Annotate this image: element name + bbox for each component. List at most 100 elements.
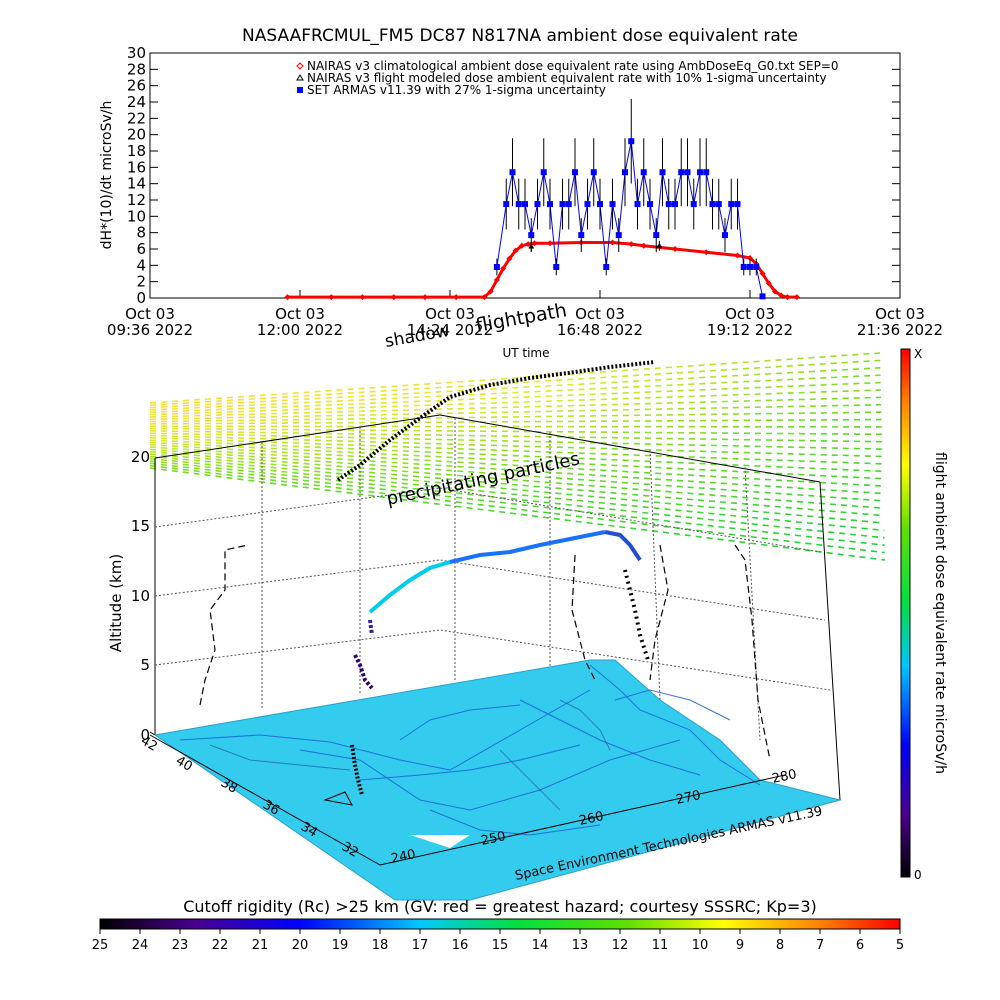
z-axis-label: Altitude (km): [107, 554, 125, 652]
rigidity-tick-label: 22: [212, 938, 229, 953]
series-blue-point: [665, 201, 672, 208]
series-red-point: [359, 294, 366, 301]
x-tick-label: Oct 03: [425, 305, 475, 323]
dose-sheet-line: [149, 464, 885, 554]
series-blue-point: [703, 169, 710, 176]
series-blue-point: [590, 169, 597, 176]
dose-sheet-line: [149, 455, 885, 524]
3d-scene: 0 5 10 15 20 Altitude (km): [107, 299, 948, 901]
series-blue-point: [584, 201, 591, 208]
x-tick-label: Oct 03: [575, 305, 625, 323]
dose-sheet-line: [149, 352, 881, 404]
series-red-point: [765, 280, 772, 287]
dose-sheet-line: [149, 434, 883, 458]
series-red-point: [284, 294, 291, 301]
series-black-point: [528, 243, 535, 249]
x-axis-label: UT time: [502, 346, 549, 360]
series-red-point: [487, 288, 494, 295]
dose-sheet-line: [149, 425, 882, 428]
rigidity-ticks: 25 24 23 22 21 20 19 18 17 16 15 14 13 12 11 10 9 8 7 6 5: [92, 929, 904, 953]
series-blue-point: [728, 201, 735, 208]
legend: NAIRAS v3 climatological ambient dose eq…: [296, 59, 839, 97]
dose-sheet-line: [149, 467, 886, 561]
rigidity-tick-label: 6: [856, 938, 864, 953]
rigidity-tick-label: 24: [132, 938, 149, 953]
rigidity-tick-label: 16: [452, 938, 469, 953]
lat-ticks: 42 40 38 36 34 32: [138, 733, 361, 860]
series-blue-point: [672, 201, 678, 208]
z-tick: 10: [131, 587, 150, 605]
legend-marker: [296, 74, 304, 81]
series-red-point: [734, 252, 741, 259]
dose-sheet-line: [149, 418, 882, 425]
rigidity-tick-label: 9: [736, 938, 744, 953]
series-blue-point: [547, 201, 553, 208]
series-blue-point: [553, 263, 560, 270]
x-tick-label: Oct 03: [275, 305, 325, 323]
legend-label: SET ARMAS v11.39 with 27% 1-sigma uncert…: [307, 83, 606, 97]
series-red-point: [759, 270, 766, 277]
lat-tick: 42: [138, 733, 160, 754]
x-tick-label: Oct 03: [125, 305, 175, 323]
series-red-point: [328, 294, 335, 301]
rigidity-tick-label: 25: [92, 938, 109, 953]
x-tick-label: 14:24 2022: [407, 321, 493, 339]
y-tick-label: 12: [127, 191, 146, 209]
series-blue-point: [603, 263, 610, 270]
lat-tick: 32: [339, 839, 361, 860]
series-black-point: [656, 242, 663, 248]
dose-colorbar: X 0 flight ambient dose equivalent rate …: [900, 347, 948, 882]
z-tick: 20: [131, 448, 150, 466]
y-tick-label: 16: [127, 158, 146, 176]
series-blue-point: [697, 169, 703, 176]
y-tick-label: 14: [127, 175, 146, 193]
rigidity-tick-label: 7: [816, 938, 824, 953]
dose-sheet-line: [149, 374, 881, 411]
x-tick-label: Oct 03: [725, 305, 775, 323]
series-red-point: [512, 247, 519, 254]
series-blue-point: [740, 263, 747, 270]
dose-sheet-line: [149, 381, 881, 414]
series-blue-point: [653, 232, 660, 239]
dose-sheet-line: [149, 403, 882, 421]
legend-label: NAIRAS v3 flight modeled dose ambient eq…: [307, 71, 827, 85]
lat-tick: 40: [173, 753, 195, 774]
series-red-point: [493, 277, 500, 284]
series-red-point: [672, 246, 678, 252]
series-blue-point: [609, 201, 616, 208]
dose-sheet-line: [149, 389, 881, 416]
map-axes: [149, 734, 786, 866]
y-tick-label: 30: [127, 44, 146, 62]
x-tick-label: Oct 03: [875, 305, 925, 323]
dose-sheet-line: [149, 366, 881, 409]
z-tick: 15: [131, 517, 150, 535]
rigidity-tick-label: 20: [292, 938, 309, 953]
y-tick-label: 20: [127, 126, 146, 144]
y-tick-label: 0: [136, 289, 146, 307]
series-red-line: [287, 240, 797, 299]
chart-title: NASAAFRCMUL_FM5 DC87 N817NA ambient dose…: [242, 26, 798, 46]
flight-shadows: [199, 544, 771, 761]
series-red-point: [531, 240, 538, 247]
dose-sheet-line: [149, 427, 882, 436]
series-blue-point: [509, 169, 516, 176]
dose-sheet-line: [149, 441, 884, 480]
rigidity-tick-label: 21: [252, 938, 269, 953]
series-blue-point: [572, 169, 578, 176]
dose-colorbar-label: flight ambient dose equivalent rate micr…: [932, 452, 948, 774]
series-blue-point: [734, 201, 741, 208]
series-red-point: [628, 241, 635, 248]
series-red-point: [640, 242, 647, 249]
rigidity-tick-label: 12: [612, 938, 629, 953]
series-red-point: [500, 265, 507, 272]
dose-sheet-line: [149, 437, 883, 465]
y-tick-label: 6: [136, 240, 146, 258]
dose-colorbar-min: 0: [914, 868, 922, 882]
series-blue-point: [647, 201, 653, 208]
takeoff-marker: [323, 791, 353, 806]
z-axis: 0 5 10 15 20 Altitude (km): [107, 448, 150, 744]
dose-colorbar-max: X: [914, 347, 922, 361]
y-tick-label: 22: [127, 109, 146, 127]
